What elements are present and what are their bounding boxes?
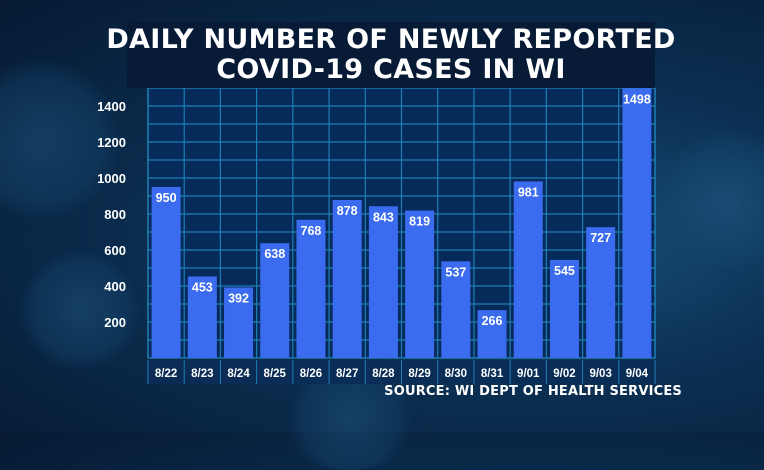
x-tick-label: 8/22 — [155, 368, 177, 380]
bar-value-label: 453 — [192, 280, 213, 294]
chart-title-line-2: COVID-19 CASES IN WI — [216, 54, 566, 85]
bar — [224, 287, 254, 358]
bar-value-label: 392 — [228, 291, 249, 305]
bar-value-label: 266 — [482, 314, 503, 328]
bar-value-label: 1498 — [623, 92, 651, 106]
bar — [477, 310, 507, 358]
plot-border — [147, 87, 656, 359]
x-tick-label: 9/04 — [626, 368, 649, 380]
bar — [368, 206, 398, 358]
x-tick-label: 8/31 — [481, 368, 504, 380]
bar-value-label: 768 — [301, 224, 322, 238]
chart-title-line-1: DAILY NUMBER OF NEWLY REPORTED — [106, 24, 676, 55]
bar-value-label: 981 — [518, 185, 539, 199]
x-tick-label: 8/24 — [227, 368, 250, 380]
y-tick-label: 600 — [104, 243, 126, 258]
bar-value-label: 545 — [554, 264, 575, 278]
bar-value-label: 537 — [445, 265, 466, 279]
x-tick-label: 9/03 — [589, 368, 611, 380]
bar-chart: 200 400 600 800 1000 1200 1400 950 8/22 453 8/23 39… — [97, 87, 656, 384]
x-tick-label: 8/30 — [445, 368, 467, 380]
x-tick-label: 8/28 — [372, 368, 395, 380]
x-tick-label: 8/23 — [191, 368, 213, 380]
chart-title-box: DAILY NUMBER OF NEWLY REPORTED COVID-19 … — [106, 22, 675, 88]
bar-value-label: 819 — [409, 215, 430, 229]
bar — [405, 210, 435, 358]
y-tick-label: 1000 — [97, 171, 126, 186]
bar-value-label: 638 — [264, 247, 285, 261]
virus-graphic — [20, 250, 140, 370]
bar — [332, 199, 362, 358]
y-tick-label: 400 — [104, 279, 126, 294]
x-tick-label: 8/25 — [264, 368, 287, 380]
bar — [260, 243, 290, 358]
x-tick-label: 8/26 — [300, 368, 322, 380]
bar — [549, 259, 579, 358]
bar-value-label: 950 — [156, 191, 177, 205]
bar — [586, 227, 616, 358]
y-tick-label: 1400 — [97, 99, 126, 114]
bar-value-label: 843 — [373, 210, 394, 224]
bar-value-label: 878 — [337, 204, 358, 218]
bar — [187, 276, 217, 358]
x-tick-label: 9/01 — [517, 368, 540, 380]
bar — [441, 261, 471, 358]
y-tick-label: 1200 — [97, 135, 126, 150]
x-tick-label: 8/27 — [336, 368, 358, 380]
bar — [151, 187, 181, 358]
virus-graphic — [660, 130, 764, 270]
x-tick-label: 8/29 — [408, 368, 430, 380]
x-tick-label: 9/02 — [553, 368, 575, 380]
y-tick-label: 800 — [104, 207, 126, 222]
bar — [513, 181, 543, 358]
bar — [622, 88, 652, 359]
bar — [296, 219, 326, 358]
source-credit: SOURCE: WI DEPT OF HEALTH SERVICES — [384, 384, 682, 399]
y-tick-label: 200 — [104, 315, 126, 330]
bar-value-label: 727 — [590, 231, 611, 245]
